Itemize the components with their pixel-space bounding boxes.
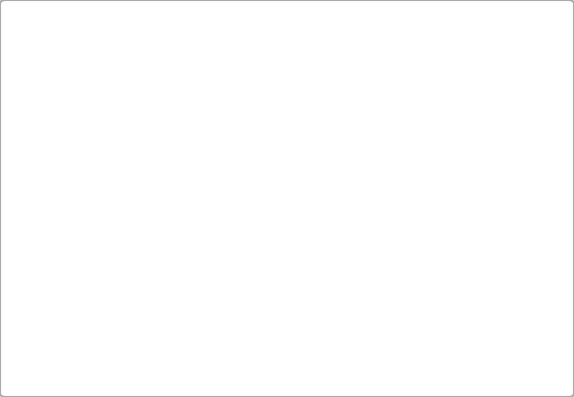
FancyBboxPatch shape — [318, 116, 402, 133]
FancyBboxPatch shape — [364, 147, 413, 168]
Text: JSU-diagram for rehabilitation of the upper limb after stroke: JSU-diagram for rehabilitation of the up… — [84, 288, 403, 297]
Text: Supine
/A/,
Lat. pos.
/AP/ /A/: Supine /A/, Lat. pos. /AP/ /A/ — [260, 144, 290, 171]
FancyBboxPatch shape — [62, 64, 161, 76]
Text: Item 3 = 25: Item 3 = 25 — [333, 66, 387, 75]
Text: assisted movement; /A/: Active movement): assisted movement; /A/: Active movement) — [23, 367, 247, 376]
Text: Supine: Supine — [87, 153, 115, 162]
Text: Scapula - setting: Scapula - setting — [240, 119, 307, 129]
Text: Sitting
/AP/to/A/: Sitting /AP/to/A/ — [315, 148, 348, 168]
Text: JSU-diagram for rehabilitation of the upper limb after stroke: JSU-diagram for rehabilitation of the up… — [161, 15, 413, 24]
FancyBboxPatch shape — [139, 147, 187, 168]
Text: Selective
recruitment: Selective recruitment — [336, 114, 383, 134]
Text: (TCT: Trunk Control Test; BFM ST: Brunnstrom-Fugl-: (TCT: Trunk Control Test; BFM ST: Brunns… — [23, 314, 305, 324]
FancyBboxPatch shape — [229, 116, 318, 133]
Text: Standing
/AP/ to
/A/: Standing /AP/ to /A/ — [371, 143, 406, 173]
FancyBboxPatch shape — [213, 90, 329, 102]
Text: Prone
sitting /
standing: Prone sitting / standing — [146, 143, 180, 173]
FancyBboxPatch shape — [310, 64, 410, 76]
Text: Supine
Lat. Pos.: Supine Lat. Pos. — [203, 148, 236, 168]
Text: BFM ST 2 < 11: BFM ST 2 < 11 — [234, 91, 308, 100]
FancyBboxPatch shape — [413, 90, 534, 102]
Text: lying: lying — [34, 153, 54, 162]
Text: Sitting
standing: Sitting standing — [453, 148, 493, 168]
Text: Core in lying
related to reaching: Core in lying related to reaching — [138, 114, 215, 134]
FancyBboxPatch shape — [76, 13, 498, 26]
FancyBboxPatch shape — [252, 39, 322, 50]
Text: Figure 1:: Figure 1: — [23, 288, 79, 297]
FancyBboxPatch shape — [78, 147, 124, 168]
FancyBboxPatch shape — [21, 147, 67, 168]
FancyBboxPatch shape — [129, 116, 224, 133]
Text: Item 3 < 25: Item 3 < 25 — [82, 66, 141, 75]
Text: TCT: TCT — [279, 40, 295, 49]
Text: Meyer UL stadium; Lat. Pos.: Lateral position; /AP/: Active-passive,: Meyer UL stadium; Lat. Pos.: Lateral pos… — [23, 341, 376, 350]
FancyBboxPatch shape — [308, 147, 356, 168]
FancyBboxPatch shape — [251, 147, 300, 168]
Text: BFM ST 2-3-4 > 17: BFM ST 2-3-4 > 17 — [426, 91, 520, 100]
FancyBboxPatch shape — [446, 147, 500, 168]
FancyBboxPatch shape — [197, 147, 242, 168]
